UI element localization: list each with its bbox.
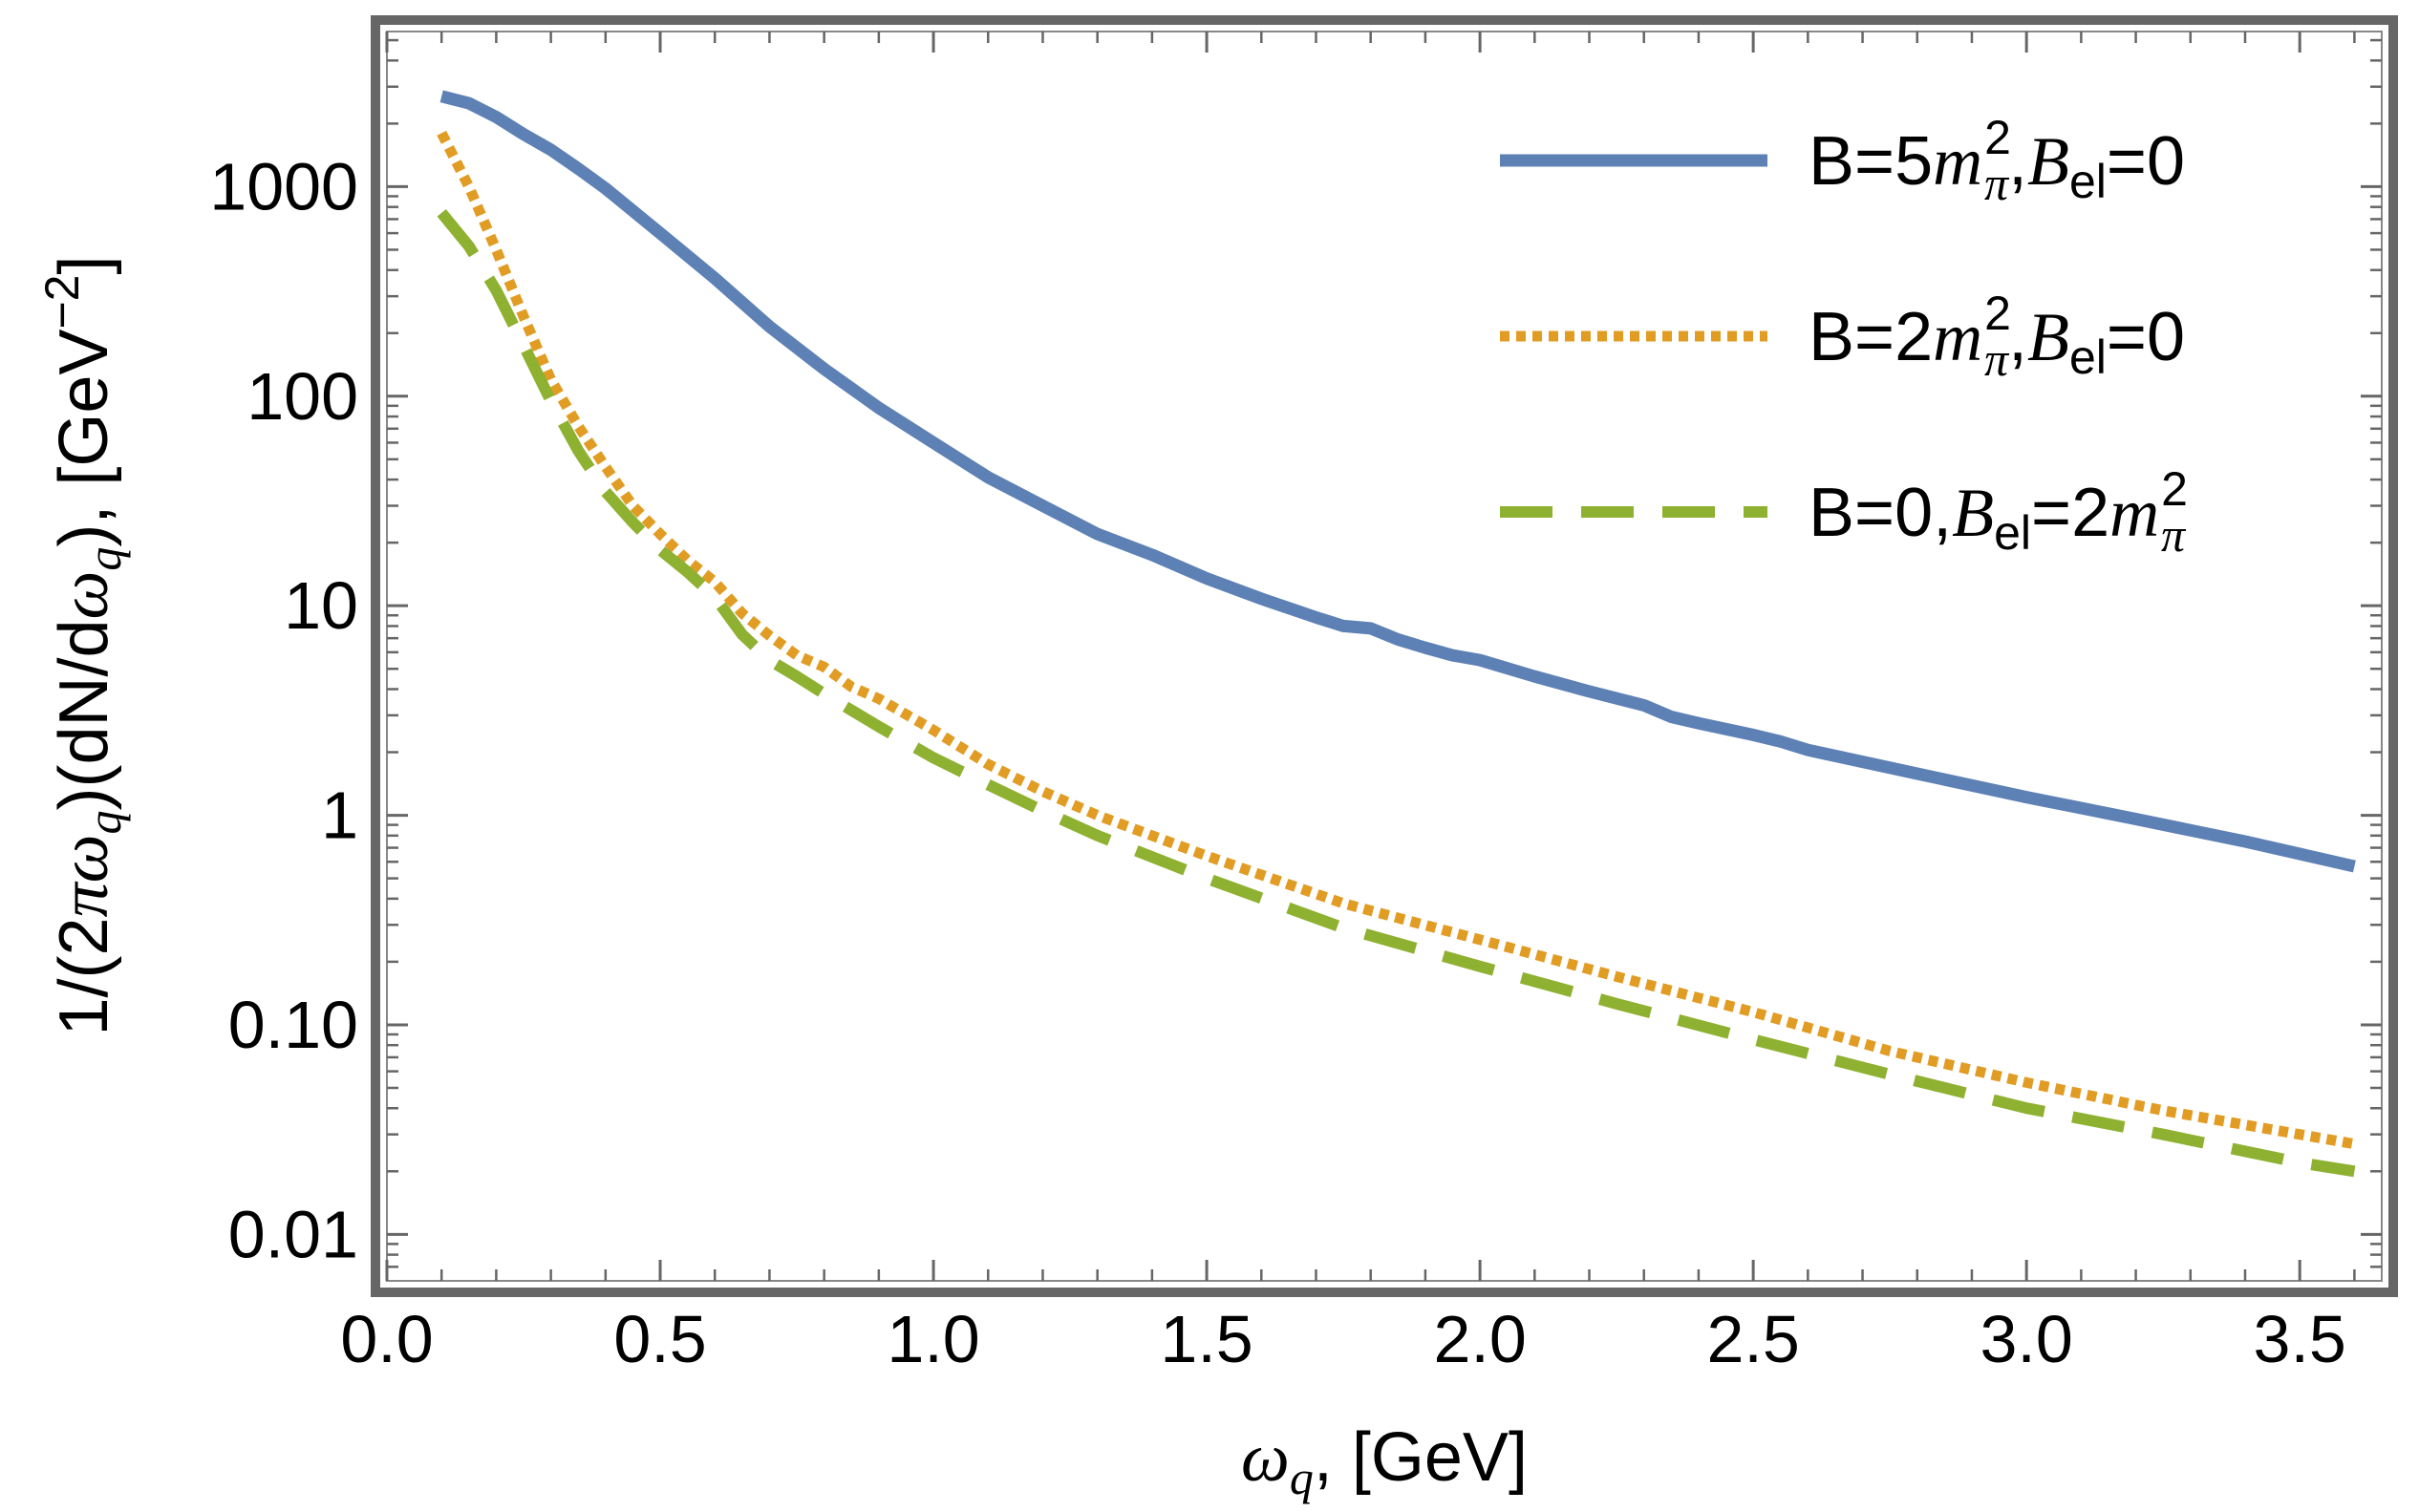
legend-part: B=2 [1809, 299, 1933, 375]
y-tick-label: 0.10 [228, 988, 358, 1062]
legend: B=5m2 π,Bel=0B=2m2 π,Bel=0B=0,Bel=2m2 π [1500, 111, 2188, 562]
y-axis-title: 1/(2πωq)(dN/dωq), [GeV−2] [35, 256, 131, 1036]
series-line-3 [437, 208, 2356, 1178]
legend-part: B [1952, 475, 1994, 551]
x-tick-label: 0.5 [613, 1302, 706, 1376]
x-tick-label: 2.5 [1706, 1302, 1799, 1376]
y-tick-label: 10 [284, 568, 358, 643]
legend-part: 2 [1984, 111, 2011, 164]
legend-part: B=5 [1809, 123, 1933, 200]
y-tick-label: 1000 [209, 149, 358, 224]
legend-part: el [2069, 330, 2107, 384]
legend-part: π [1984, 332, 2010, 386]
legend-part: B [2027, 123, 2069, 200]
x-tick-label: 3.5 [2254, 1302, 2346, 1376]
legend-part: m [1933, 123, 1982, 200]
plot-area [386, 31, 2383, 1282]
legend-part: =0 [2107, 123, 2185, 200]
legend-part: =0 [2107, 299, 2185, 375]
legend-part: B=0, [1809, 475, 1952, 551]
legend-part: 2 [2161, 462, 2188, 516]
legend-part: , [2008, 299, 2027, 375]
x-tick-label: 0.0 [340, 1302, 433, 1376]
x-axis-title: ωq, [GeV] [1241, 1419, 1528, 1504]
y-tick-label: 1 [321, 778, 358, 853]
legend-part: el [2069, 155, 2107, 208]
legend-part: π [2161, 508, 2187, 562]
legend-label-3: B=0,Bel=2m2 π [1809, 462, 2188, 562]
x-tick-label: 1.5 [1160, 1302, 1252, 1376]
series-line-2 [437, 130, 2356, 1150]
legend-part: 2 [1984, 287, 2011, 340]
legend-part: m [2109, 475, 2159, 551]
ticks-group [385, 32, 2382, 1281]
legend-part: B [2027, 299, 2069, 375]
legend-label-2: B=2m2 π,Bel=0 [1809, 287, 2185, 386]
legend-part: =2 [2031, 475, 2109, 551]
legend-part: , [2008, 123, 2027, 200]
tick-labels-group: 0.0 0.5 1.0 1.5 2.0 2.5 3.0 3.5 0.01 0.10 1 10 100 10… [209, 149, 2346, 1376]
legend-part: el [1994, 506, 2031, 560]
x-tick-label: 1.0 [887, 1302, 979, 1376]
legend-label-1: B=5m2 π,Bel=0 [1809, 111, 2185, 210]
series-line-1 [439, 90, 2356, 873]
x-tick-label: 3.0 [1980, 1302, 2073, 1376]
frame-outer [371, 15, 2398, 1297]
legend-part: π [1984, 157, 2010, 210]
series-group [437, 90, 2356, 1178]
y-tick-label: 0.01 [228, 1197, 358, 1271]
y-tick-label: 100 [246, 359, 358, 434]
legend-part: m [1933, 299, 1982, 375]
x-tick-label: 2.0 [1433, 1302, 1526, 1376]
